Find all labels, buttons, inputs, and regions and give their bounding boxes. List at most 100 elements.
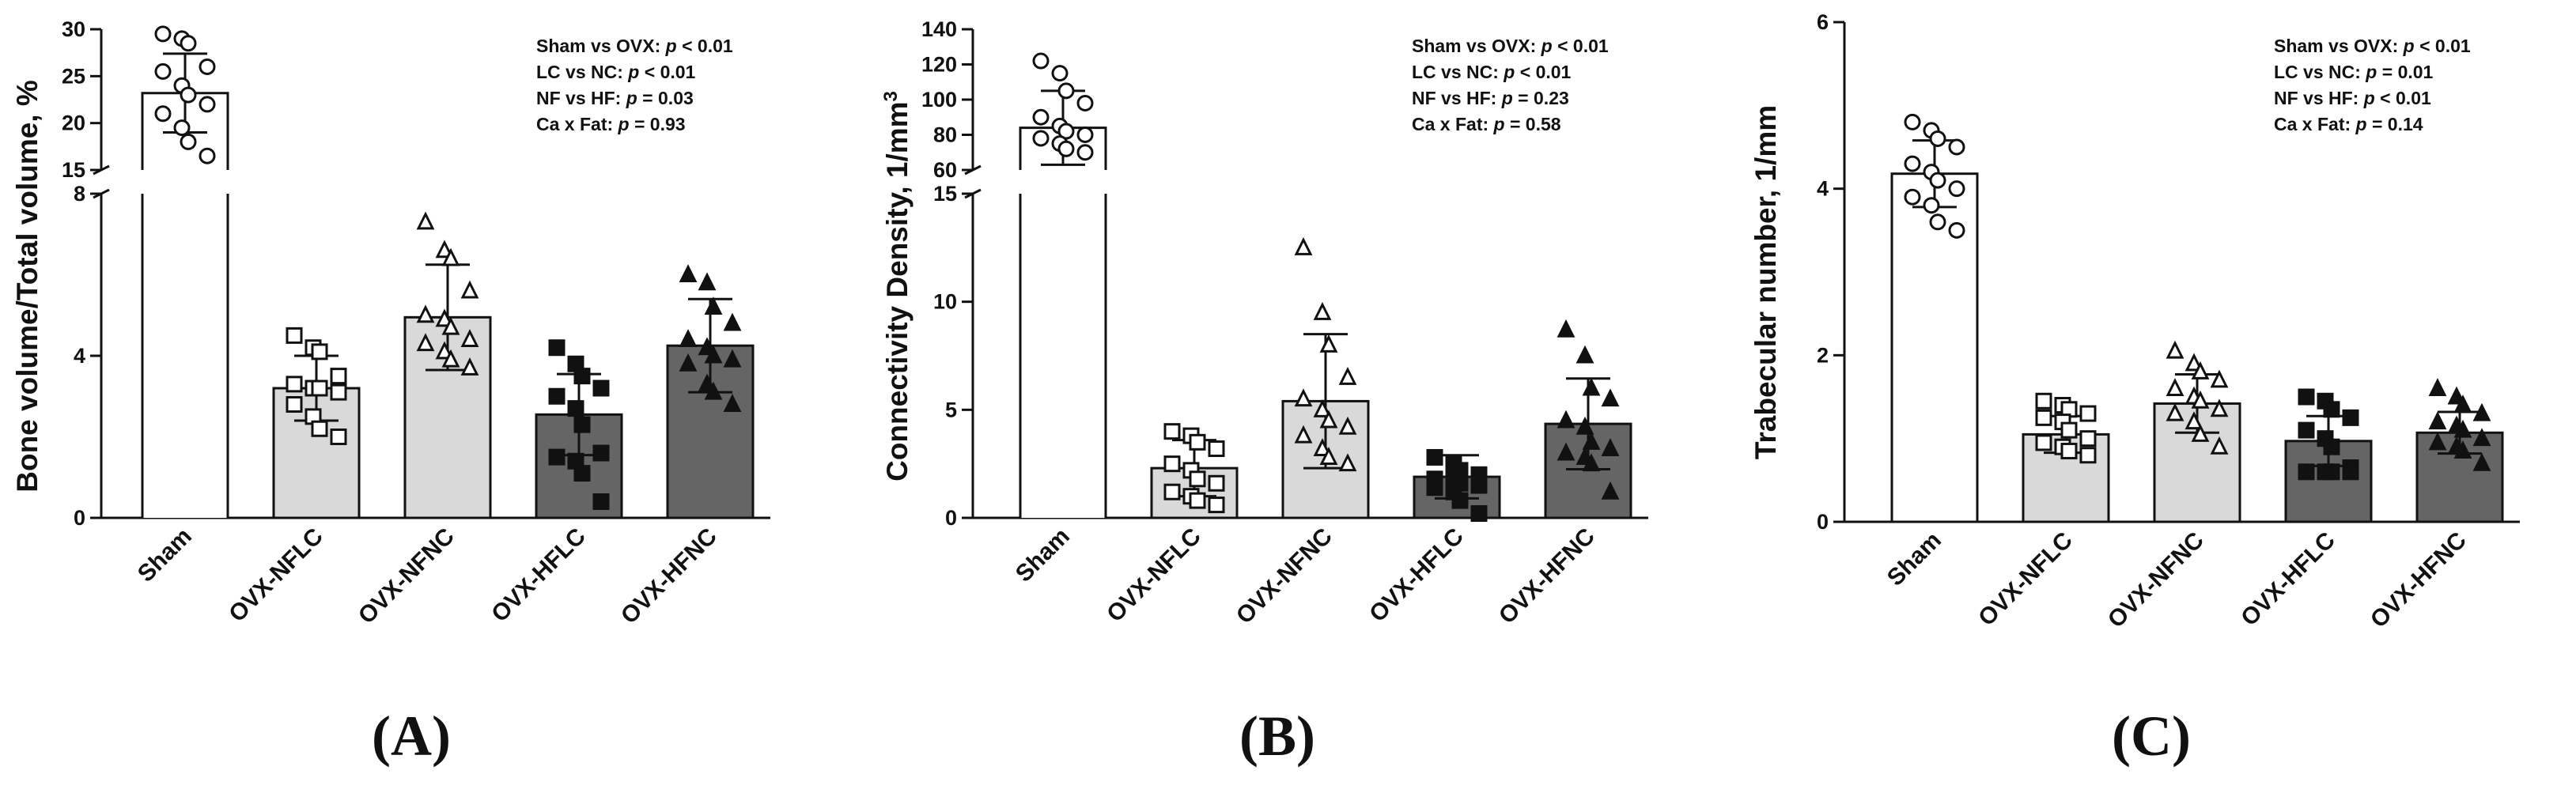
data-point	[1470, 505, 1488, 523]
data-point	[1051, 65, 1069, 82]
data-point	[1057, 82, 1075, 100]
data-point	[592, 444, 610, 462]
data-point	[154, 62, 172, 80]
y-tick-label: 20	[62, 111, 85, 135]
stat-value: = 0.03	[637, 88, 694, 108]
stat-value: < 0.01	[1553, 36, 1609, 56]
y-tick-label: 0	[1817, 510, 1829, 534]
data-point	[311, 380, 328, 397]
y-tick-label: 4	[74, 344, 85, 368]
y-tick-label: 30	[62, 17, 85, 41]
stat-value: < 0.01	[639, 62, 695, 82]
data-point	[567, 400, 584, 417]
stat-label: Sham vs OVX:	[1412, 36, 1541, 56]
data-point	[1189, 470, 1206, 488]
category-label: OVX-NFLC	[1102, 523, 1206, 628]
data-point	[1313, 398, 1332, 417]
y-tick-label: 80	[933, 123, 957, 147]
stat-p: p	[2403, 36, 2415, 56]
data-point	[698, 373, 717, 392]
data-point	[2323, 401, 2340, 418]
data-point	[2298, 463, 2315, 481]
stat-p: p	[2355, 114, 2367, 134]
axis-break-mark	[964, 164, 982, 176]
data-point	[723, 349, 742, 368]
data-point	[435, 240, 454, 259]
data-point	[2035, 409, 2052, 426]
data-point	[2298, 421, 2315, 439]
category-label: Sham	[133, 523, 197, 587]
data-point	[1451, 492, 1469, 509]
data-point	[180, 35, 197, 52]
data-point	[704, 345, 723, 364]
data-point	[2184, 353, 2203, 372]
data-point	[1904, 188, 1921, 206]
data-point	[330, 383, 347, 401]
data-point	[2323, 463, 2340, 481]
data-point	[2035, 434, 2052, 451]
stat-line: LC vs NC: p = 0.01	[2274, 62, 2434, 82]
data-point	[460, 280, 479, 299]
stat-value: < 0.01	[677, 36, 733, 56]
data-point	[2472, 452, 2491, 471]
y-tick-label: 8	[74, 182, 85, 206]
y-tick-label: 60	[933, 158, 957, 182]
stat-label: Sham vs OVX:	[536, 36, 666, 56]
data-point	[592, 380, 610, 397]
data-point	[1032, 52, 1050, 70]
stat-label: NF vs HF:	[1412, 88, 1502, 108]
data-point	[2428, 411, 2447, 430]
bar-lower-fill	[142, 194, 228, 518]
data-point	[154, 105, 172, 123]
data-point	[2428, 378, 2447, 396]
data-point	[1575, 345, 1594, 364]
y-axis-label-superscript: 3	[880, 91, 902, 101]
stat-label: Sham vs OVX:	[2274, 36, 2404, 56]
data-point	[1948, 180, 1965, 198]
data-point	[698, 337, 717, 356]
data-point	[573, 416, 591, 433]
data-point	[1929, 172, 1946, 189]
data-point	[2184, 411, 2203, 430]
data-point	[704, 296, 723, 315]
data-point	[2428, 432, 2447, 451]
stat-value: = 0.01	[2377, 62, 2433, 82]
stat-label: NF vs HF:	[2274, 88, 2364, 108]
data-point	[460, 357, 479, 376]
data-point	[1189, 433, 1206, 451]
data-point	[2453, 440, 2472, 459]
stat-value: < 0.01	[2415, 36, 2471, 56]
data-point	[2166, 402, 2184, 421]
data-point	[1057, 140, 1075, 157]
data-point	[679, 264, 698, 282]
stat-value: = 0.23	[1513, 88, 1569, 108]
stat-p: p	[665, 36, 677, 56]
data-point	[330, 429, 347, 445]
data-point	[1575, 416, 1594, 435]
stat-label: NF vs HF:	[536, 88, 626, 108]
panel-label: (B)	[1239, 704, 1315, 768]
stat-p: p	[2363, 88, 2375, 108]
data-point	[1294, 425, 1313, 444]
category-label: OVX-HFLC	[486, 523, 591, 628]
data-point	[2210, 398, 2229, 417]
stat-line: NF vs HF: p < 0.01	[2274, 88, 2431, 108]
stat-line: LC vs NC: p < 0.01	[1412, 62, 1572, 82]
data-point	[2079, 430, 2097, 447]
data-point	[2191, 390, 2210, 409]
category-label: Sham	[1882, 527, 1946, 591]
stat-value: < 0.01	[1515, 62, 1571, 82]
data-point	[573, 368, 591, 385]
axis-break-mark	[964, 188, 982, 199]
data-point	[1582, 453, 1601, 472]
data-point	[199, 147, 216, 164]
data-point	[1032, 130, 1050, 147]
stat-p: p	[626, 88, 637, 108]
data-point	[1904, 113, 1921, 130]
stat-label: Ca x Fat:	[1412, 114, 1494, 134]
y-tick-label: 0	[945, 506, 957, 530]
y-tick-label: 10	[933, 290, 957, 314]
y-tick-label: 140	[921, 17, 957, 41]
